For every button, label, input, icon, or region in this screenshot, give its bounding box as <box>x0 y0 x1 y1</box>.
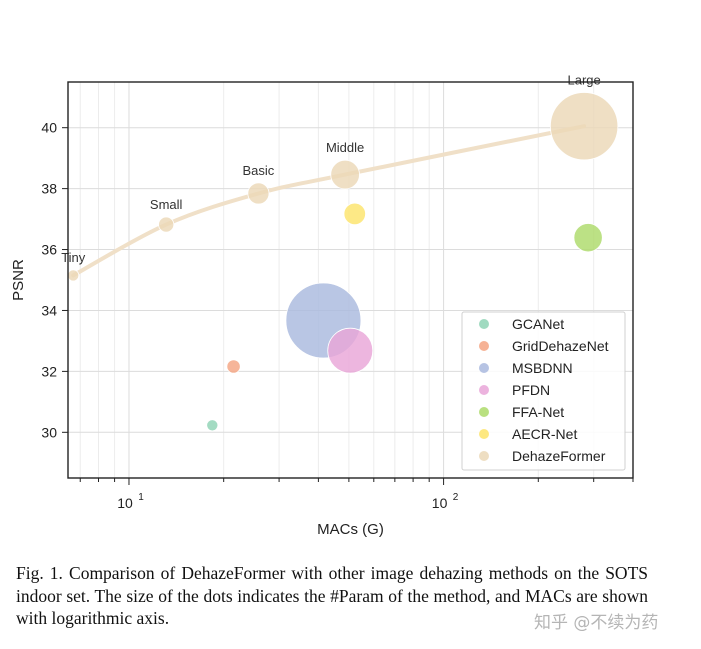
point-label-basic: Basic <box>243 163 275 178</box>
bubble-aecr-net <box>343 202 366 226</box>
bubble-dehazeformer-small <box>158 216 175 233</box>
legend-marker-gcanet <box>479 319 489 329</box>
bubble-ffa-net <box>573 223 603 253</box>
y-tick-label: 34 <box>41 302 57 318</box>
x-tick-label-exponent: 2 <box>453 492 459 503</box>
legend-label: AECR-Net <box>512 426 577 442</box>
legend-label: PFDN <box>512 382 550 398</box>
y-tick-label: 36 <box>41 242 57 258</box>
point-label-middle: Middle <box>326 140 364 155</box>
legend-marker-msbdnn <box>479 363 489 373</box>
trend-line <box>71 124 587 278</box>
legend-label: GridDehazeNet <box>512 338 609 354</box>
figure-chart: Tiny Small Basic Middle Large 30 32 34 36 38 40 10… <box>10 72 634 538</box>
point-label-small: Small <box>150 197 183 212</box>
legend-label: MSBDNN <box>512 360 573 376</box>
legend-marker-aecr-net <box>479 429 489 439</box>
bubble-pfdn <box>327 327 374 374</box>
legend-marker-ffa-net <box>479 407 489 417</box>
x-axis-label: MACs (G) <box>317 521 384 538</box>
y-tick-label: 30 <box>41 424 57 440</box>
bubble-dehazeformer-middle <box>330 159 360 190</box>
plot-frame <box>67 81 634 479</box>
legend-marker-pfdn <box>479 385 489 395</box>
bubble-gcanet <box>206 419 219 432</box>
x-tick-label-exponent: 1 <box>138 492 144 503</box>
point-label-tiny: Tiny <box>61 250 86 265</box>
y-axis-label: PSNR <box>10 259 27 301</box>
axes-group: 30 32 34 36 38 40 10 1 10 2 MACs (G) PSNR <box>10 120 634 538</box>
trend-line-group <box>71 124 587 278</box>
point-labels-group: Tiny Small Basic Middle Large <box>61 72 601 264</box>
x-tick-label: 10 <box>117 495 133 511</box>
legend-label: DehazeFormer <box>512 448 606 464</box>
bubble-dehazeformer-basic <box>247 182 270 205</box>
legend-label: FFA-Net <box>512 404 564 420</box>
legend: GCANet GridDehazeNet MSBDNN PFDN FFA-Net AECR… <box>461 311 626 471</box>
y-tick-label: 38 <box>41 181 57 197</box>
watermark: 知乎 @不续为药 <box>534 613 659 633</box>
figure-caption: Fig. 1. Comparison of DehazeFormer with … <box>16 563 648 628</box>
legend-label: GCANet <box>512 316 564 332</box>
point-label-large: Large <box>567 72 600 87</box>
legend-marker-griddehazenet <box>479 341 489 351</box>
y-tick-label: 32 <box>41 363 57 379</box>
legend-box <box>461 311 626 471</box>
bubbles-group <box>67 92 619 432</box>
bubble-griddehazenet <box>226 359 241 374</box>
y-tick-label: 40 <box>41 120 57 136</box>
bubble-dehazeformer-large <box>549 92 619 161</box>
bubble-dehazeformer-tiny <box>67 269 80 282</box>
legend-marker-dehazeformer <box>479 451 489 461</box>
x-tick-label: 10 <box>432 495 448 511</box>
